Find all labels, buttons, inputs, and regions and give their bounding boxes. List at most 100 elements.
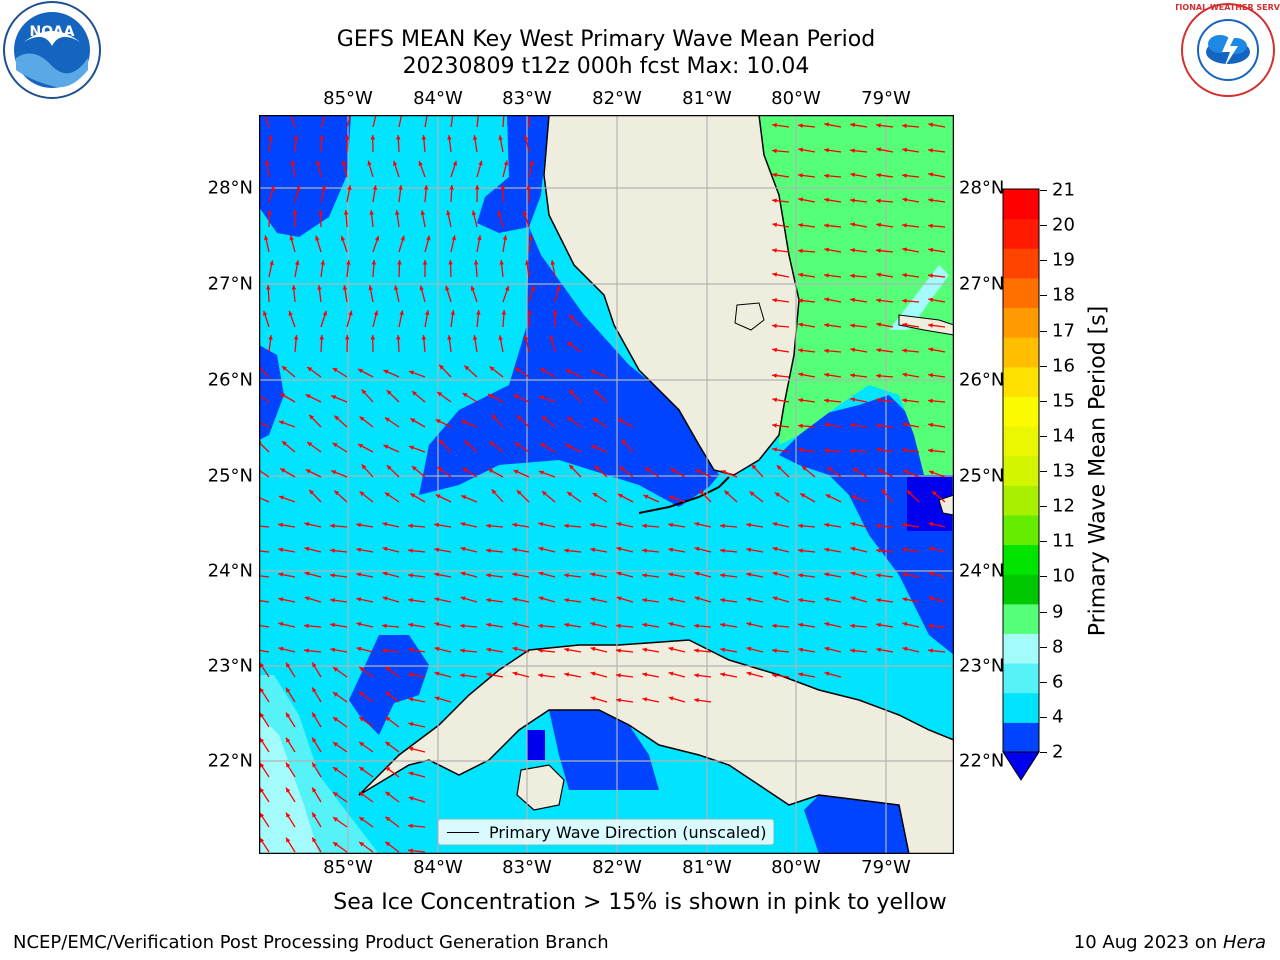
wave-arrow-head (398, 185, 403, 190)
wave-arrow-head (408, 848, 413, 853)
wave-arrow-head (720, 622, 725, 628)
wave-arrow-head (439, 364, 444, 370)
wave-arrow-head (772, 198, 777, 203)
wave-arrow-head (824, 646, 830, 652)
wave-arrow-head (356, 646, 362, 652)
colorbar-tick-mark (1040, 190, 1047, 191)
wave-arrow-head (616, 698, 621, 703)
colorbar-segment (1003, 544, 1039, 575)
wave-arrow-head (824, 148, 829, 153)
colorbar-tick-label: 19 (1052, 249, 1075, 271)
wave-arrow-head (344, 335, 350, 340)
wave-arrow-head (800, 493, 806, 498)
wave-arrow-head (798, 647, 803, 653)
wave-arrow-head (316, 160, 321, 166)
wave-arrow-head (538, 522, 544, 527)
wave-arrow-head (668, 696, 674, 701)
wave-arrow-head (397, 260, 402, 265)
wave-arrow-head (746, 522, 751, 528)
colorbar-segment (1003, 426, 1039, 457)
wave-arrow-head (294, 260, 300, 265)
wave-arrow-head (386, 390, 392, 395)
wave-arrow-head (293, 135, 299, 140)
lon-tick-top: 79°W (861, 88, 911, 109)
colorbar-segment (1003, 603, 1039, 634)
wave-arrow-head (498, 335, 503, 341)
wave-arrow-head (616, 623, 621, 629)
isla-de-la-juventud (516, 764, 565, 811)
wave-arrow-head (448, 260, 453, 265)
wave-arrow-head (486, 672, 492, 677)
wave-arrow-head (356, 572, 362, 577)
wave-arrow-head (330, 598, 335, 603)
wave-arrow-head (408, 697, 414, 702)
wave-arrow (346, 115, 352, 128)
wave-arrow-head (824, 323, 829, 328)
wave-arrow-head (434, 597, 440, 602)
graticule (259, 115, 954, 854)
wave-arrow-head (286, 687, 291, 693)
wave-arrow-head (382, 571, 388, 576)
wave-arrow-head (504, 285, 510, 291)
wave-arrow-head (359, 717, 365, 722)
colorbar-tick-label: 12 (1052, 495, 1075, 517)
wave-arrow (259, 550, 270, 553)
wave-arrow-head (928, 373, 933, 378)
wave-arrow-head (264, 235, 269, 241)
wave-arrow-head (289, 235, 294, 241)
wave-arrow-head (304, 546, 310, 552)
wave-arrow-head (850, 122, 855, 128)
wave-arrow-head (850, 648, 855, 653)
lon-tick-bottom: 83°W (502, 857, 552, 878)
wave-arrow-head (462, 468, 468, 473)
wave-arrow-head (798, 147, 803, 153)
wave-arrow-head (486, 598, 491, 603)
wave-arrow (502, 115, 505, 128)
colorbar-segment (1003, 574, 1039, 605)
wave-arrow-head (489, 366, 495, 372)
wave-arrow-head (486, 647, 491, 653)
wave-arrow (259, 421, 270, 428)
colorbar-tick-mark (1040, 716, 1047, 718)
wave-arrow-head (312, 762, 317, 768)
wave-arrow-head (746, 597, 752, 602)
wave-arrow-head (590, 597, 596, 602)
wave-arrow-head (824, 522, 829, 528)
wave-arrow-head (296, 185, 301, 191)
wave-arrow-head (268, 335, 273, 340)
wave-arrow-head (409, 445, 414, 450)
wave-arrow-head (286, 787, 291, 793)
wave-direction-arrows (259, 115, 946, 853)
wave-arrow-head (798, 248, 803, 254)
wave-arrow-head (928, 148, 933, 153)
colorbar-segment (1003, 337, 1039, 368)
lat-tick-right: 27°N (959, 273, 1005, 295)
wave-arrow-head (278, 547, 283, 553)
wave-arrow-head (320, 260, 325, 265)
wave-arrow-head (564, 598, 569, 603)
colorbar-tick-mark (1040, 471, 1047, 472)
wave-arrow-head (423, 185, 429, 190)
wave-arrow-head (850, 297, 855, 303)
wave-period-map (259, 115, 954, 854)
wave-arrow-head (512, 572, 518, 577)
wave-arrow (259, 624, 270, 628)
wave-arrow-head (524, 335, 529, 341)
wave-arrow (450, 115, 454, 128)
wave-arrow-head (694, 623, 699, 629)
wave-arrow-head (312, 737, 317, 743)
wave-arrow-head (798, 548, 803, 553)
wave-arrow-head (259, 737, 265, 743)
colorbar-tick-label: 11 (1052, 530, 1075, 552)
wave-arrow-head (437, 467, 443, 472)
wave-arrow-head (772, 123, 777, 128)
wave-arrow-head (798, 223, 803, 228)
colorbar-tick-label: 6 (1052, 671, 1064, 693)
wave-arrow-head (346, 260, 351, 265)
wave-arrow-head (850, 448, 855, 454)
wave-arrow-head (385, 766, 391, 772)
wave-arrow-head (932, 491, 937, 496)
wave-arrow-head (278, 597, 284, 602)
wave-arrow-head (824, 622, 830, 627)
date-line: 10 Aug 2023 on Hera (1074, 932, 1266, 953)
